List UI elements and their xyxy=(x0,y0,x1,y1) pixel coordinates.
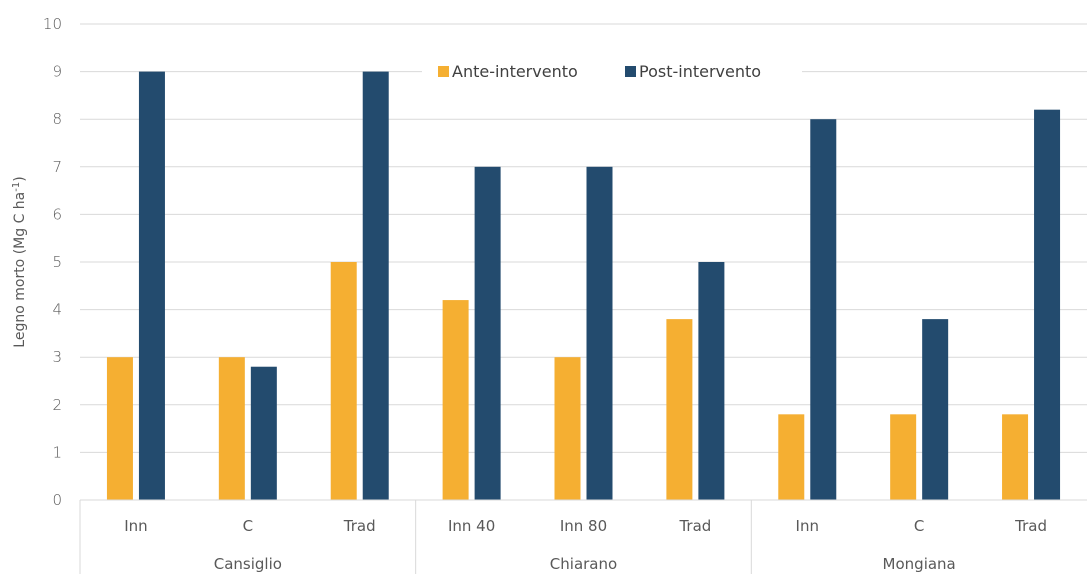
y-tick-label: 2 xyxy=(52,396,62,414)
x-category-label: Trad xyxy=(343,517,376,535)
bar-ante xyxy=(890,414,917,500)
y-tick-label: 10 xyxy=(43,15,62,33)
bar-ante xyxy=(218,357,245,500)
y-tick-label: 5 xyxy=(52,253,62,271)
x-group-label: Chiarano xyxy=(550,555,617,573)
x-category-label: Inn xyxy=(796,517,819,535)
x-category-label: Inn 40 xyxy=(448,517,495,535)
y-tick-label: 8 xyxy=(52,110,62,128)
x-group-label: Cansiglio xyxy=(214,555,282,573)
bar-ante xyxy=(442,300,469,500)
legend-label-ante: Ante-intervento xyxy=(452,62,578,81)
legend-label-post: Post-intervento xyxy=(639,62,761,81)
bar-ante xyxy=(666,319,693,500)
x-category-label: C xyxy=(243,517,253,535)
legend-swatch-post xyxy=(625,66,636,77)
x-category-label: Inn xyxy=(124,517,147,535)
x-category-label: Trad xyxy=(1014,517,1047,535)
bar-post xyxy=(922,319,949,500)
bar-post xyxy=(362,71,389,500)
bars xyxy=(106,71,1061,501)
x-category-label: Inn 80 xyxy=(560,517,607,535)
y-axis-label-sup: -1 xyxy=(11,182,22,192)
legend-background xyxy=(422,58,802,86)
y-axis-label-main: Legno morto (Mg C ha xyxy=(12,192,28,348)
y-tick-label: 0 xyxy=(52,491,62,509)
bar-ante xyxy=(1002,414,1029,500)
bar-post xyxy=(250,366,277,500)
y-tick-label: 9 xyxy=(52,63,62,81)
bar-ante xyxy=(106,357,133,500)
y-axis-label: Legno morto (Mg C ha-1) xyxy=(11,176,29,347)
bar-ante xyxy=(554,357,581,500)
bar-post xyxy=(586,166,613,501)
y-tick-label: 6 xyxy=(52,205,62,223)
y-tick-label: 4 xyxy=(52,301,62,319)
x-group-label: Mongiana xyxy=(883,555,956,573)
x-category-label: Trad xyxy=(678,517,711,535)
y-tick-label: 1 xyxy=(52,443,62,461)
bar-ante xyxy=(330,262,357,500)
bar-ante xyxy=(778,414,805,500)
legend-swatch-ante xyxy=(438,66,449,77)
x-category-label: C xyxy=(914,517,924,535)
bar-post xyxy=(138,71,165,500)
legend: Ante-intervento Post-intervento xyxy=(422,58,802,86)
bar-post xyxy=(698,262,725,500)
x-axis: Inn C Trad Inn 40 Inn 80 Trad Inn C Trad Cansigli… xyxy=(79,499,1087,574)
bar-post xyxy=(810,119,837,500)
y-axis-label-tail: ) xyxy=(12,176,28,181)
bar-post xyxy=(474,166,501,501)
y-axis: 0 1 2 3 4 5 6 7 8 9 10 xyxy=(43,15,62,509)
y-tick-label: 3 xyxy=(52,348,62,366)
y-tick-label: 7 xyxy=(52,158,62,176)
bar-post xyxy=(1034,109,1061,501)
